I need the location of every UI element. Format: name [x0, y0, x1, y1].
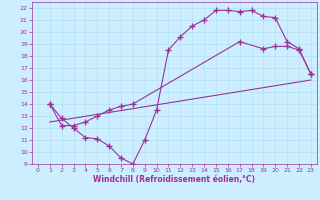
X-axis label: Windchill (Refroidissement éolien,°C): Windchill (Refroidissement éolien,°C): [93, 175, 255, 184]
